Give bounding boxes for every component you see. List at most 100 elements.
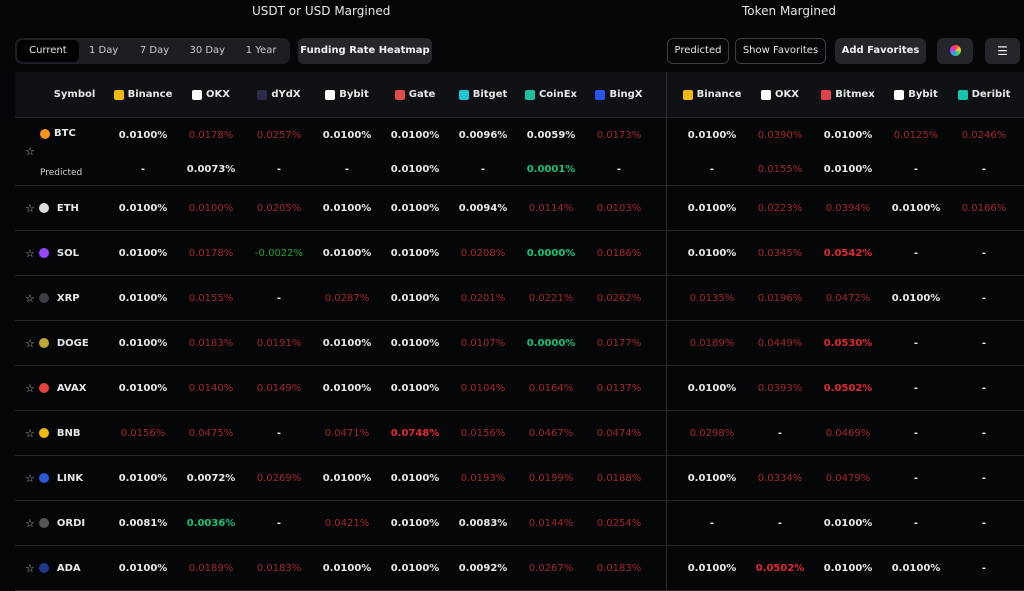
exchange-header[interactable]: Deribit (950, 89, 1018, 100)
symbol-label: AVAX (56, 382, 87, 394)
funding-rate-cell: 0.0100% (118, 292, 168, 304)
exchange-header[interactable]: OKX (177, 89, 245, 100)
exchange-header[interactable]: Bitget (449, 89, 517, 100)
funding-rate-cell: 0.0100% (390, 562, 440, 574)
period-1-year[interactable]: 1 Year (245, 45, 277, 56)
funding-rate-cell: 0.0156% (120, 427, 166, 439)
section-divider (653, 366, 667, 410)
funding-rate-cell: - (981, 337, 987, 349)
section-usdt-margined: USDT or USD Margined (252, 4, 391, 18)
exchange-header[interactable]: dYdX (245, 89, 313, 100)
add-favorites-button[interactable]: Add Favorites (835, 38, 926, 64)
settings-button[interactable]: ☰ (985, 38, 1020, 64)
exchange-name: Deribit (971, 89, 1011, 100)
star-icon[interactable]: ☆ (25, 561, 35, 575)
funding-rate-cell: 0.0475% (188, 427, 234, 439)
funding-rate-cell: 0.0100% (322, 202, 372, 214)
star-icon[interactable]: ☆ (25, 145, 35, 158)
funding-rate-cell: 0.0135% (689, 292, 735, 304)
period-30-day[interactable]: 30 Day (189, 45, 226, 56)
color-theme-button[interactable] (937, 38, 973, 64)
period-selector: Current 1 Day 7 Day 30 Day 1 Year (15, 38, 290, 64)
exchange-header[interactable]: Binance (109, 89, 177, 100)
funding-rate-cell: 0.0189% (689, 337, 735, 349)
predicted-rate-cell: - (276, 163, 282, 175)
funding-rate-cell: 0.0467% (528, 427, 574, 439)
funding-rate-cell: 0.0502% (755, 562, 805, 574)
funding-rate-cell: 0.0221% (528, 292, 574, 304)
funding-rate-cell: 0.0100% (687, 129, 737, 141)
period-1-day[interactable]: 1 Day (89, 45, 119, 56)
xrp-coin-icon (38, 293, 49, 303)
table-row: ☆ ORDI 0.0081% 0.0036% - 0.0421% 0.0100% 0.0083… (15, 501, 1024, 546)
show-favorites-button[interactable]: Show Favorites (735, 38, 826, 64)
dydx-logo-icon (257, 89, 268, 100)
star-icon[interactable]: ☆ (25, 516, 35, 530)
funding-rate-cell: - (913, 472, 919, 484)
table-row: ☆ ETH 0.0100% 0.0100% 0.0205% 0.0100% 0.0100% 0… (15, 186, 1024, 231)
predicted-rate-cell: 0.0073% (186, 163, 236, 175)
section-divider (653, 72, 667, 117)
exchange-header[interactable]: Bybit (313, 89, 381, 100)
funding-rate-heatmap-button[interactable]: Funding Rate Heatmap (298, 38, 432, 64)
exchange-header[interactable]: Bitmex (814, 89, 882, 100)
symbol-label: BTC (54, 128, 76, 139)
star-icon[interactable]: ☆ (25, 381, 35, 395)
section-divider (653, 501, 667, 545)
symbol-cell[interactable]: ☆ ADA (15, 562, 109, 575)
symbol-label: SOL (56, 247, 79, 259)
funding-rate-cell: 0.0188% (596, 472, 642, 484)
funding-rate-cell: 0.0100% (823, 129, 873, 141)
funding-rate-cell: 0.0100% (322, 472, 372, 484)
predicted-button[interactable]: Predicted (667, 38, 729, 64)
star-icon[interactable]: ☆ (25, 471, 35, 485)
star-icon[interactable]: ☆ (25, 201, 35, 215)
predicted-rate-cell: - (709, 163, 715, 175)
binance-logo-icon (113, 89, 124, 100)
funding-rate-cell: 0.0155% (188, 292, 234, 304)
exchange-name: Bybit (908, 89, 938, 100)
funding-rate-cell: - (981, 247, 987, 259)
funding-rate-cell: 0.0394% (825, 202, 871, 214)
funding-rate-cell: - (981, 382, 987, 394)
symbol-cell[interactable]: ☆ LINK (15, 472, 109, 485)
exchange-header[interactable]: Bybit (882, 89, 950, 100)
btc-coin-icon (40, 128, 50, 139)
star-icon[interactable]: ☆ (25, 336, 35, 350)
exchange-header[interactable]: Gate (381, 89, 449, 100)
funding-rate-cell: 0.0100% (891, 202, 941, 214)
funding-rate-cell: - (276, 517, 282, 529)
period-current[interactable]: Current (17, 40, 79, 62)
sliders-icon: ☰ (997, 44, 1008, 58)
symbol-label: LINK (56, 472, 84, 484)
funding-rate-cell: 0.0114% (528, 202, 574, 214)
symbol-cell[interactable]: ☆ ETH (15, 202, 109, 215)
symbol-cell[interactable]: ☆ SOL (15, 247, 109, 260)
exchange-header[interactable]: Binance (678, 89, 746, 100)
predicted-rate-cell: 0.0155% (757, 163, 803, 175)
symbol-cell[interactable]: ☆ DOGE (15, 337, 109, 350)
funding-rate-cell: 0.0390% (757, 129, 803, 141)
symbol-cell[interactable]: ☆ BTC Predicted (15, 118, 109, 186)
star-icon[interactable]: ☆ (25, 291, 35, 305)
funding-rate-cell: 0.0208% (460, 247, 506, 259)
symbol-cell[interactable]: ☆ AVAX (15, 382, 109, 395)
symbol-cell[interactable]: ☆ XRP (15, 292, 109, 305)
exchange-header[interactable]: CoinEx (517, 89, 585, 100)
symbol-cell[interactable]: ☆ ORDI (15, 517, 109, 530)
symbol-cell[interactable]: ☆ BNB (15, 427, 109, 440)
funding-rate-cell: 0.0083% (458, 517, 508, 529)
funding-rate-cell: 0.0100% (891, 292, 941, 304)
star-icon[interactable]: ☆ (25, 246, 35, 260)
star-icon[interactable]: ☆ (25, 426, 35, 440)
predicted-rate-cell: 0.0001% (526, 163, 576, 175)
exchange-header[interactable]: OKX (746, 89, 814, 100)
funding-rate-cell: -0.0022% (254, 247, 304, 259)
section-divider (653, 411, 667, 455)
funding-rate-cell: - (276, 427, 282, 439)
table-row: ☆ ADA 0.0100% 0.0189% 0.0183% 0.0100% 0.0100% 0… (15, 546, 1024, 591)
funding-rate-cell: 0.0100% (322, 247, 372, 259)
predicted-row-label: Predicted (40, 168, 83, 178)
period-7-day[interactable]: 7 Day (139, 45, 170, 56)
exchange-header[interactable]: BingX (585, 89, 653, 100)
